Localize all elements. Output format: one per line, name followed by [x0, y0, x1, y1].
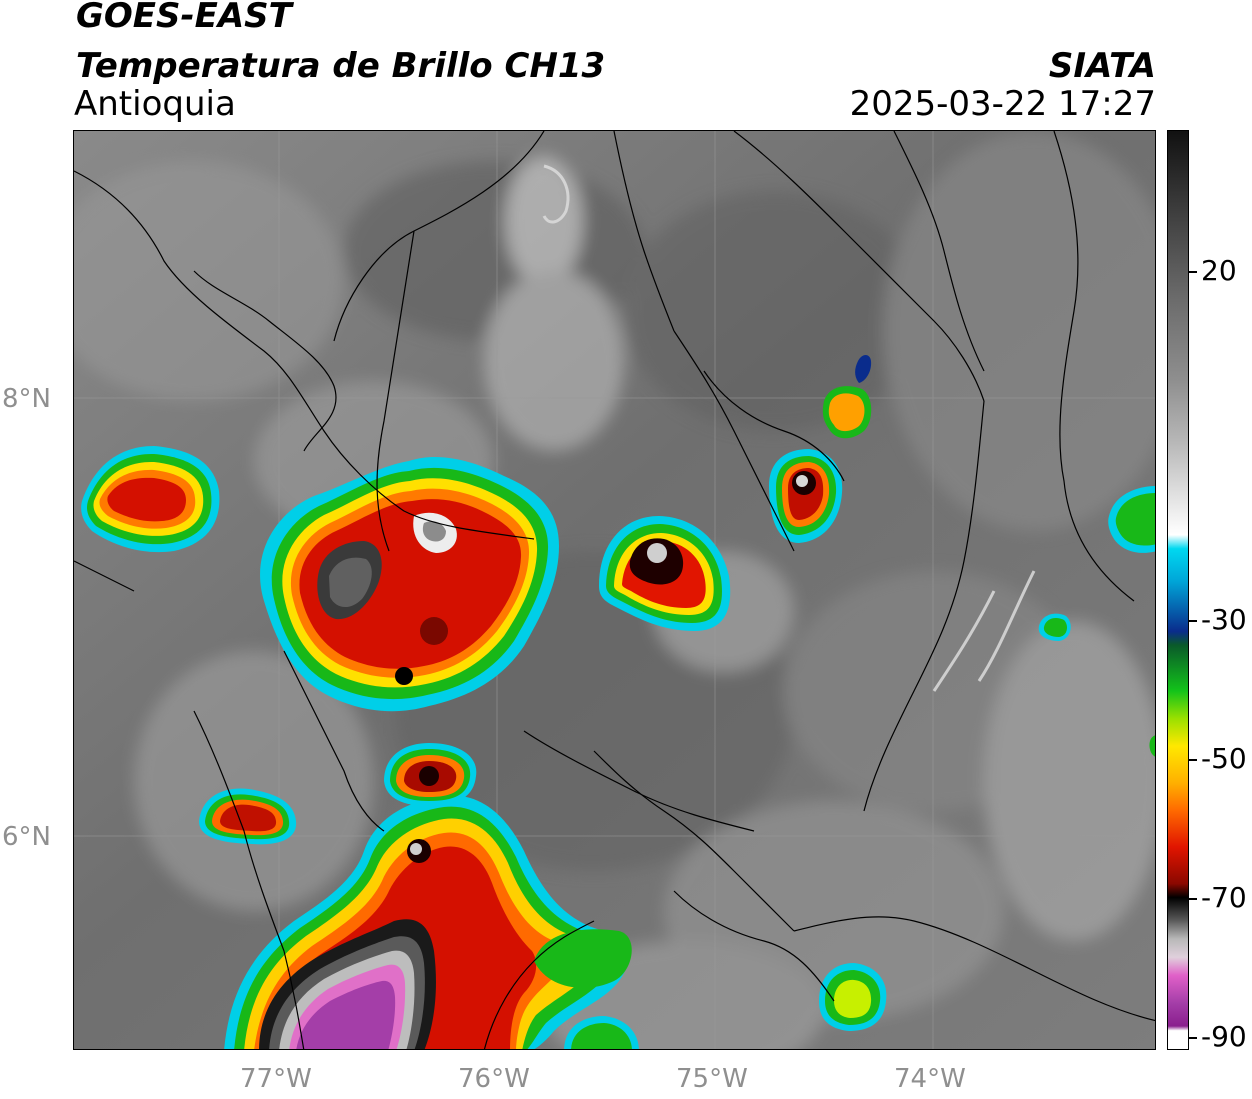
colorbar-label-m70: -70: [1201, 881, 1247, 914]
colorbar-label-20: 20: [1201, 254, 1237, 287]
colorbar-tick-m50: [1189, 759, 1197, 761]
streaks: [542, 164, 1036, 692]
storm-cell-west: [81, 446, 220, 553]
map-canvas: [74, 131, 1155, 1049]
storm-cell-east-edge: [1038, 486, 1155, 757]
lon-label-76w: 76°W: [458, 1064, 530, 1094]
colorbar-tick-m70: [1189, 898, 1197, 900]
colorbar-tick-m30: [1189, 620, 1197, 622]
satellite-map[interactable]: [73, 130, 1156, 1050]
storm-cell-east-top: [769, 355, 872, 543]
product-title: Temperatura de Brillo CH13: [76, 46, 606, 86]
admin-boundaries: [74, 131, 1155, 1049]
colorbar-tick-m90: [1189, 1037, 1197, 1039]
datetime-label: 2025-03-22 17:27: [849, 84, 1156, 124]
colorbar-label-m90: -90: [1201, 1020, 1247, 1053]
storm-cell-southwest: [224, 795, 632, 1049]
lon-label-74w: 74°W: [894, 1064, 966, 1094]
colorbar: [1167, 130, 1189, 1050]
colorbar-tick-20: [1189, 271, 1197, 273]
lon-label-77w: 77°W: [240, 1064, 312, 1094]
region-label: Antioquia: [74, 84, 236, 124]
storm-cell-southeast: [819, 963, 887, 1031]
lat-label-8n: 8°N: [2, 384, 51, 414]
storm-cell-south-bottom: [564, 1016, 639, 1049]
colorbar-label-m50: -50: [1201, 742, 1247, 775]
storm-cell-far-west-small: [199, 788, 297, 845]
storm-cell-south-middle: [384, 743, 477, 806]
satellite-title: GOES-EAST: [76, 0, 292, 36]
organization-label: SIATA: [1048, 46, 1156, 86]
lon-label-75w: 75°W: [676, 1064, 748, 1094]
colorbar-label-m30: -30: [1201, 603, 1247, 636]
lat-label-6n: 6°N: [2, 822, 51, 852]
storm-cell-middle: [599, 516, 731, 631]
